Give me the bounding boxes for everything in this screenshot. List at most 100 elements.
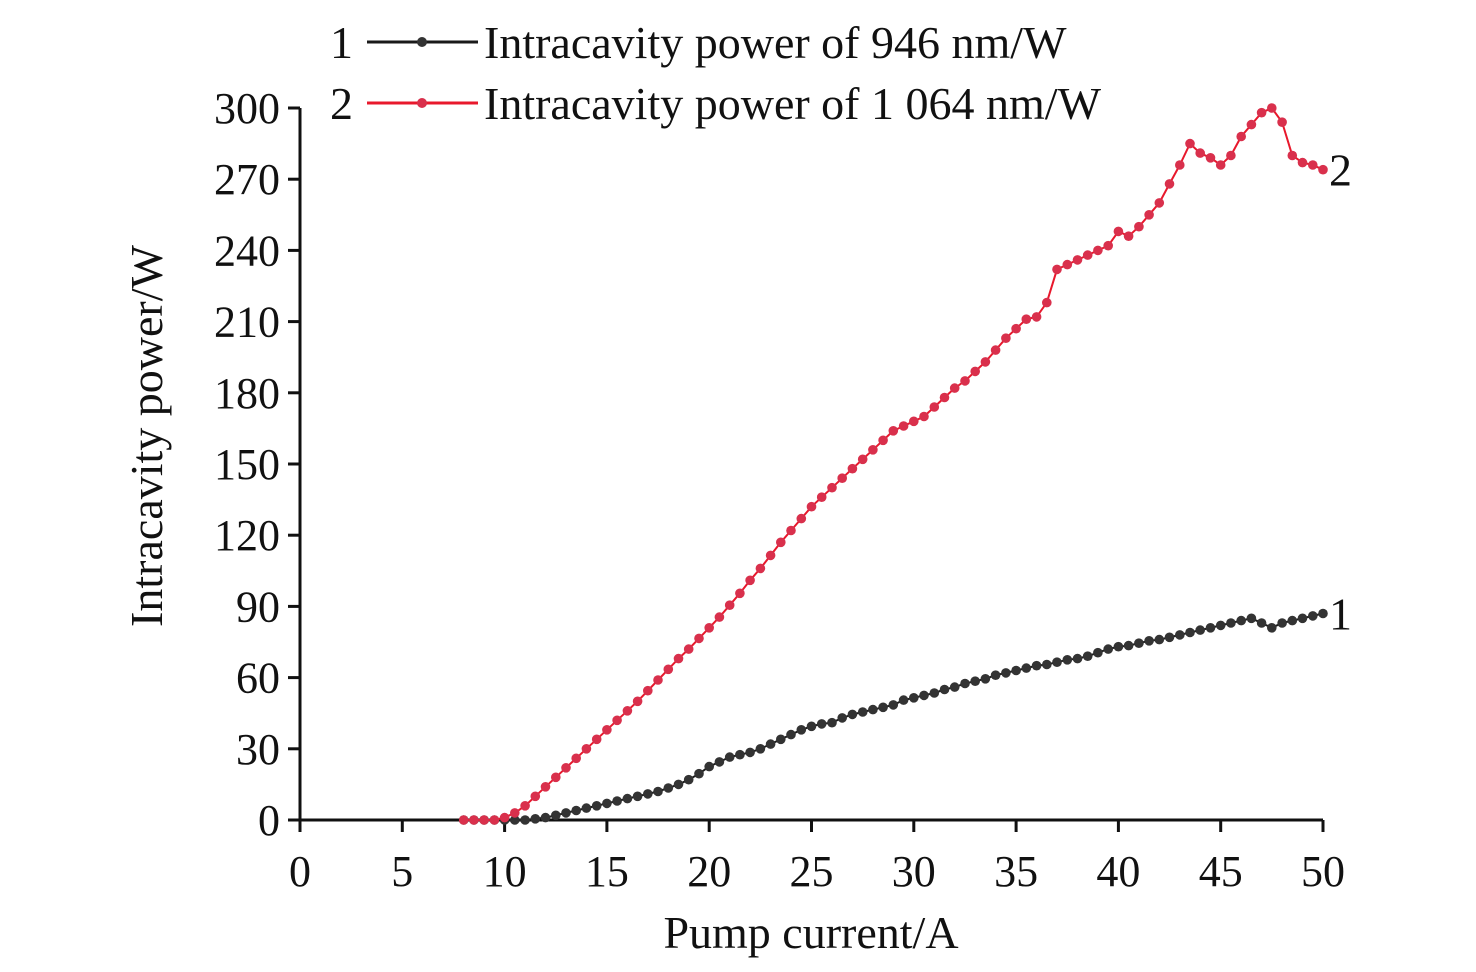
data-point bbox=[1011, 323, 1021, 334]
data-point bbox=[591, 734, 602, 745]
data-point bbox=[1052, 264, 1062, 275]
data-point bbox=[1113, 641, 1124, 652]
data-point bbox=[939, 392, 950, 403]
data-point bbox=[816, 492, 827, 503]
data-point bbox=[1297, 157, 1308, 168]
data-point bbox=[694, 768, 704, 779]
data-point bbox=[1154, 634, 1165, 645]
data-point bbox=[949, 682, 960, 692]
data-point bbox=[857, 454, 868, 465]
data-point bbox=[1164, 632, 1175, 643]
data-point bbox=[990, 345, 1001, 355]
series-layer: 12 bbox=[458, 103, 1352, 825]
legend-label: Intracavity power of 946 nm/W bbox=[484, 17, 1067, 68]
data-point bbox=[1123, 640, 1134, 651]
data-point bbox=[1134, 221, 1144, 232]
data-point bbox=[796, 725, 807, 735]
data-point bbox=[499, 812, 510, 823]
data-point bbox=[1001, 668, 1011, 678]
data-point bbox=[1267, 623, 1277, 633]
data-point bbox=[683, 644, 694, 654]
data-point bbox=[1113, 226, 1124, 237]
data-point bbox=[643, 685, 653, 696]
data-point bbox=[1226, 618, 1236, 628]
legend-swatch-marker bbox=[417, 37, 427, 47]
axes: 0 5 10 15 20 25 30 35 40 45 50 0 30 60 90 120 150 180 210 2… bbox=[214, 84, 1345, 896]
y-tick-label: 90 bbox=[236, 582, 280, 631]
data-point bbox=[765, 739, 776, 749]
data-point bbox=[1205, 623, 1216, 633]
data-point bbox=[735, 588, 745, 599]
data-point bbox=[714, 612, 725, 622]
data-point bbox=[724, 600, 735, 610]
data-point bbox=[776, 734, 786, 745]
data-point bbox=[806, 501, 817, 512]
data-point bbox=[745, 747, 755, 758]
data-point bbox=[561, 763, 571, 773]
data-point bbox=[663, 783, 674, 793]
data-point bbox=[683, 774, 694, 785]
data-point bbox=[765, 550, 776, 561]
series-2: 2 bbox=[458, 103, 1352, 825]
data-point bbox=[837, 473, 847, 484]
legend-entry-2: 2 Intracavity power of 1 064 nm/W bbox=[330, 78, 1102, 129]
data-point bbox=[909, 693, 919, 703]
data-point bbox=[1318, 608, 1328, 619]
data-point bbox=[1287, 150, 1298, 161]
data-point bbox=[694, 633, 704, 644]
data-point bbox=[898, 421, 909, 431]
data-point bbox=[1205, 153, 1216, 163]
data-point bbox=[653, 675, 663, 685]
data-point bbox=[458, 815, 469, 825]
legend-swatch-marker bbox=[417, 98, 427, 108]
legend-number: 1 bbox=[330, 17, 353, 68]
data-point bbox=[1062, 259, 1073, 270]
data-point bbox=[704, 623, 714, 633]
data-point bbox=[1277, 618, 1287, 628]
y-tick-label: 150 bbox=[214, 440, 280, 489]
data-point bbox=[581, 803, 592, 813]
data-point bbox=[1031, 660, 1042, 671]
data-point bbox=[704, 761, 714, 772]
data-point bbox=[1308, 611, 1318, 621]
data-point bbox=[786, 729, 796, 740]
data-point bbox=[1052, 657, 1062, 667]
x-tick-label: 25 bbox=[790, 847, 834, 896]
data-point bbox=[602, 798, 612, 809]
data-point bbox=[571, 805, 581, 816]
y-tick-label: 60 bbox=[236, 654, 280, 703]
data-point bbox=[520, 801, 530, 811]
data-point bbox=[939, 684, 950, 695]
data-point bbox=[745, 575, 755, 586]
data-point bbox=[1277, 117, 1287, 127]
data-point bbox=[857, 707, 868, 717]
legend: 1 Intracavity power of 946 nm/W 2 Intracavi… bbox=[330, 17, 1102, 129]
data-point bbox=[806, 721, 817, 732]
series-line bbox=[463, 612, 1324, 821]
data-point bbox=[510, 815, 520, 825]
data-point bbox=[1072, 255, 1083, 265]
data-point bbox=[612, 715, 622, 726]
data-point bbox=[1195, 625, 1205, 635]
x-tick-label: 20 bbox=[687, 847, 731, 896]
data-point bbox=[1093, 647, 1103, 658]
data-point bbox=[602, 725, 612, 735]
data-point bbox=[561, 808, 571, 818]
data-point bbox=[510, 808, 520, 818]
y-tick-label: 240 bbox=[214, 226, 280, 275]
data-point bbox=[909, 416, 919, 427]
data-point bbox=[632, 791, 643, 802]
data-point bbox=[1246, 613, 1257, 624]
data-point bbox=[1215, 620, 1226, 631]
series-1: 1 bbox=[458, 589, 1352, 825]
data-point bbox=[755, 563, 766, 574]
data-point bbox=[929, 688, 940, 698]
data-point bbox=[612, 796, 622, 806]
x-tick-label: 0 bbox=[289, 847, 311, 896]
y-tick-label: 270 bbox=[214, 155, 280, 204]
data-point bbox=[530, 791, 541, 802]
y-axis-title: Intracavity power/W bbox=[121, 244, 172, 626]
data-point bbox=[878, 702, 888, 713]
data-point bbox=[1164, 179, 1175, 189]
data-point bbox=[827, 482, 837, 493]
